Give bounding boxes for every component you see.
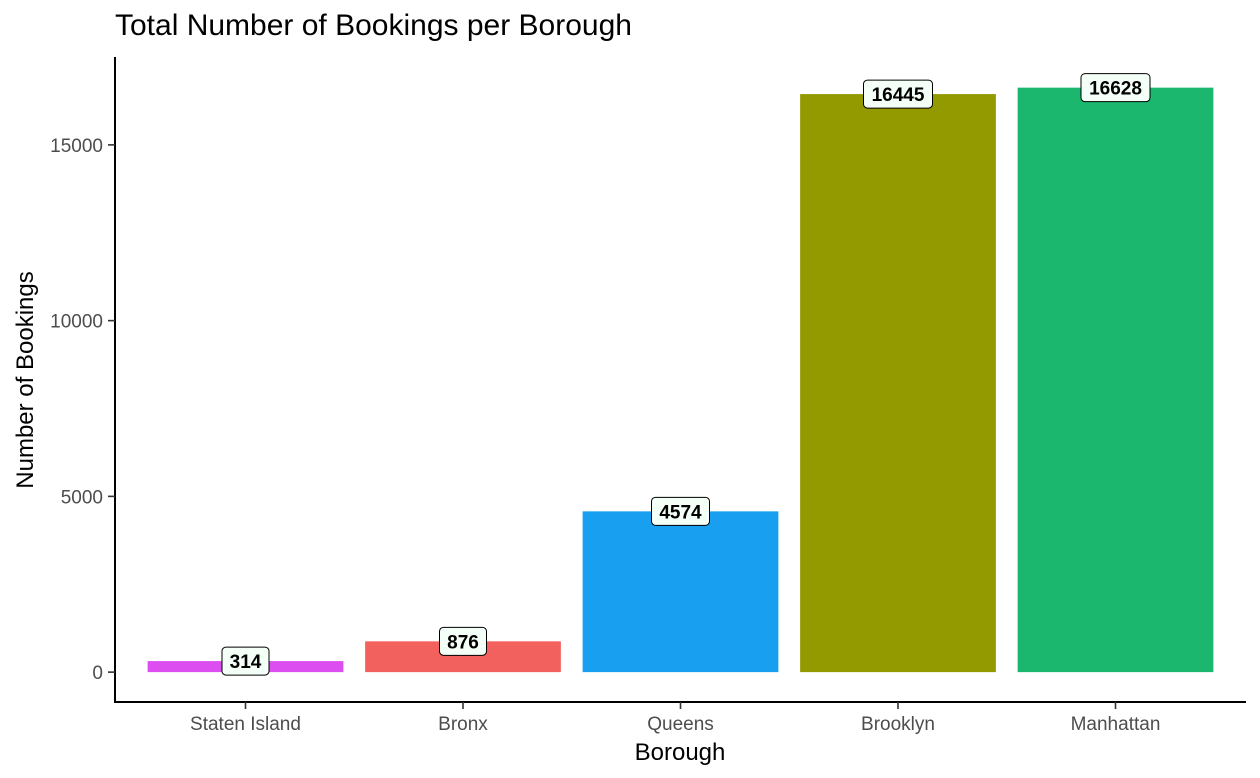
data-label-text: 314 [230,652,262,673]
y-tick-label: 10000 [50,312,103,333]
x-axis-ticks: Staten Island Bronx Queens Brooklyn Manhatta… [190,702,1160,735]
bar-queens [582,511,779,673]
data-label-box [651,496,710,526]
data-label-queens: 4574 [651,496,710,526]
y-tick-label: 15000 [50,136,103,157]
x-tick-label: Manhattan [1071,714,1161,735]
x-tick-label: Staten Island [190,714,301,735]
data-label-text: 876 [447,632,479,653]
chart-title: Total Number of Bookings per Borough [115,9,632,42]
data-label-text: 16445 [872,85,925,106]
data-labels-group: 314 876 4574 16445 16628 [221,73,1151,676]
data-label-manhattan: 16628 [1080,73,1151,103]
y-tick-label: 5000 [61,487,103,508]
bar-manhattan [1017,87,1214,673]
data-label-box [1080,73,1151,103]
data-label-box [221,646,270,676]
data-label-staten-island: 314 [221,646,270,676]
y-axis-title: Number of Bookings [12,271,39,488]
data-label-bronx: 876 [439,626,487,656]
data-label-brooklyn: 16445 [863,79,933,109]
bars-group [147,87,1214,673]
x-tick-label: Queens [647,714,714,735]
y-axis-ticks: 0 5000 10000 15000 [50,136,115,684]
x-tick-label: Brooklyn [861,714,935,735]
x-axis-title: Borough [635,739,726,766]
y-tick-label: 0 [92,663,103,684]
x-tick-label: Bronx [438,714,488,735]
bar-brooklyn [800,94,996,673]
data-label-box [439,626,487,656]
data-label-text: 16628 [1089,79,1142,100]
data-label-text: 4574 [659,502,702,523]
data-label-box [863,79,933,109]
